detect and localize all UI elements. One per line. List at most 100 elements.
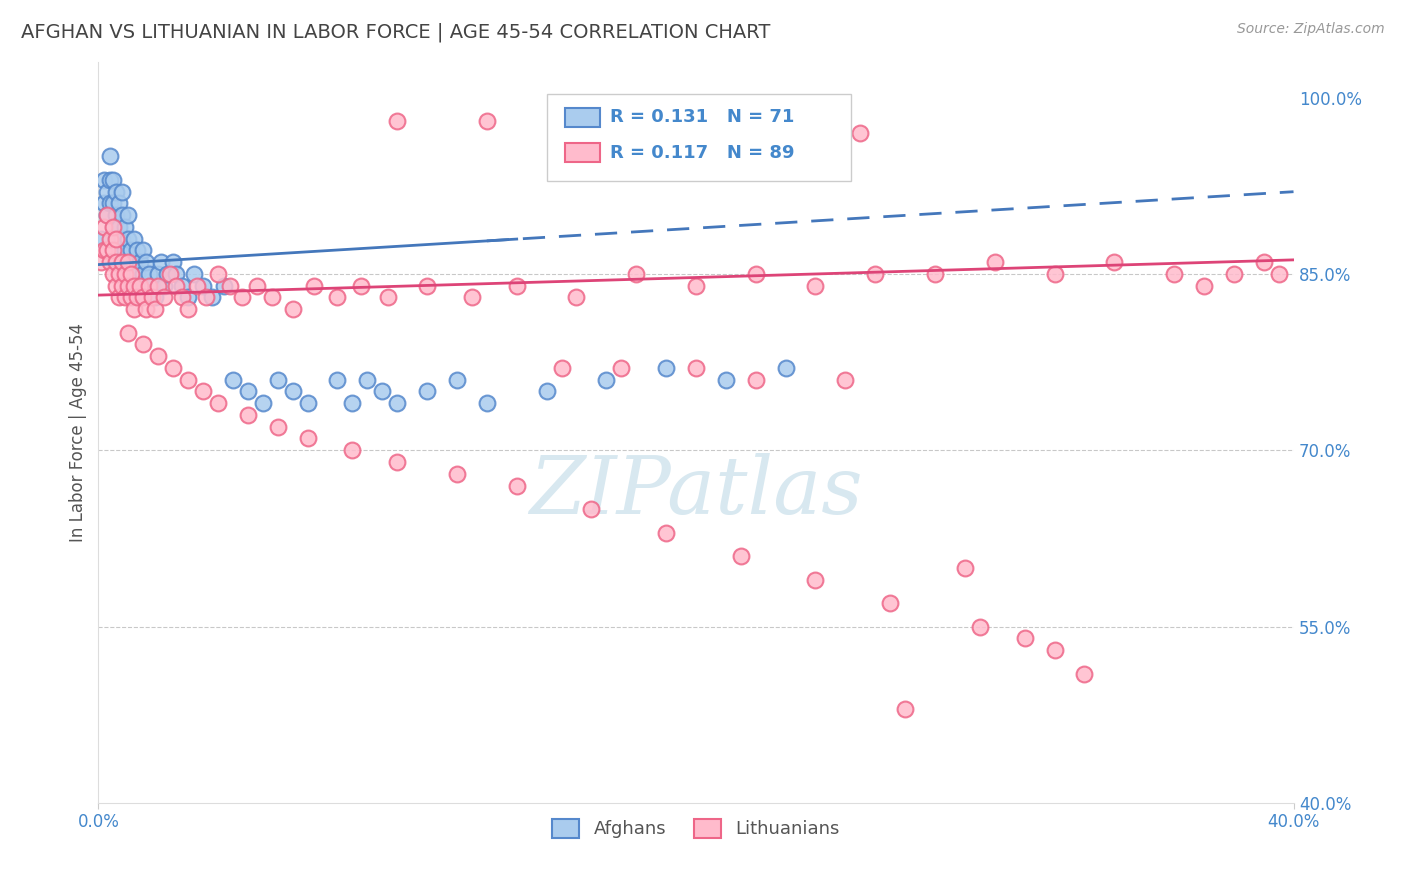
Point [849,126,872,140]
Point [165,267,187,281]
Point [385,114,409,128]
Point [143,302,166,317]
Point [207,267,229,281]
Point [111,278,134,293]
Point [124,278,146,293]
Point [114,244,136,258]
Point [252,396,274,410]
Point [1043,643,1066,657]
FancyBboxPatch shape [565,108,600,127]
Point [446,373,468,387]
Point [1253,255,1275,269]
Point [148,278,170,293]
Point [207,396,229,410]
Point [834,373,856,387]
Point [177,373,200,387]
Text: R = 0.117   N = 89: R = 0.117 N = 89 [610,144,794,161]
Text: Source: ZipAtlas.com: Source: ZipAtlas.com [1237,22,1385,37]
Point [759,126,782,140]
Point [132,267,155,281]
Point [138,267,160,281]
Point [93,219,115,234]
Point [114,290,136,304]
Point [103,219,125,234]
Point [108,244,131,258]
Point [117,278,139,293]
Point [356,373,378,387]
Point [103,244,125,258]
Point [103,196,125,211]
Point [342,396,364,410]
Point [120,244,142,258]
Point [105,278,128,293]
Point [108,267,131,281]
Point [475,114,498,128]
Point [177,302,200,317]
Point [1073,666,1095,681]
Point [685,278,707,293]
Point [150,255,173,269]
Point [120,267,142,281]
Point [804,278,827,293]
Point [377,290,399,304]
Point [108,219,131,234]
Point [156,267,179,281]
Point [127,290,149,304]
Point [685,361,707,376]
Point [804,573,827,587]
Point [1014,632,1036,646]
Point [222,373,245,387]
Point [153,278,176,293]
Point [143,290,166,304]
Point [1223,267,1246,281]
Point [865,267,887,281]
Point [124,302,146,317]
Point [111,255,134,269]
Point [1043,267,1066,281]
Point [610,114,633,128]
Point [236,408,259,422]
Point [93,196,115,211]
Point [186,278,208,293]
Point [132,244,155,258]
Point [124,232,146,246]
Point [775,361,797,376]
Point [96,244,118,258]
Point [984,255,1007,269]
Point [90,255,112,269]
Point [98,196,122,211]
FancyBboxPatch shape [547,94,852,181]
FancyBboxPatch shape [565,143,600,162]
Point [610,361,633,376]
Point [626,267,648,281]
Point [114,267,136,281]
Point [129,278,152,293]
Point [124,255,146,269]
Point [506,278,529,293]
Point [385,455,409,469]
Point [108,196,131,211]
Point [172,278,194,293]
Point [135,302,157,317]
Point [1163,267,1185,281]
Point [745,373,768,387]
Point [135,255,157,269]
Point [745,267,768,281]
Point [969,619,991,633]
Point [195,290,218,304]
Point [129,255,152,269]
Point [342,443,364,458]
Point [267,419,290,434]
Point [581,502,603,516]
Point [326,373,349,387]
Point [1267,267,1289,281]
Point [127,267,149,281]
Point [117,255,139,269]
Point [90,232,112,246]
Point [98,232,122,246]
Point [281,384,304,399]
Point [111,232,134,246]
Point [103,219,125,234]
Point [120,290,142,304]
Point [246,278,269,293]
